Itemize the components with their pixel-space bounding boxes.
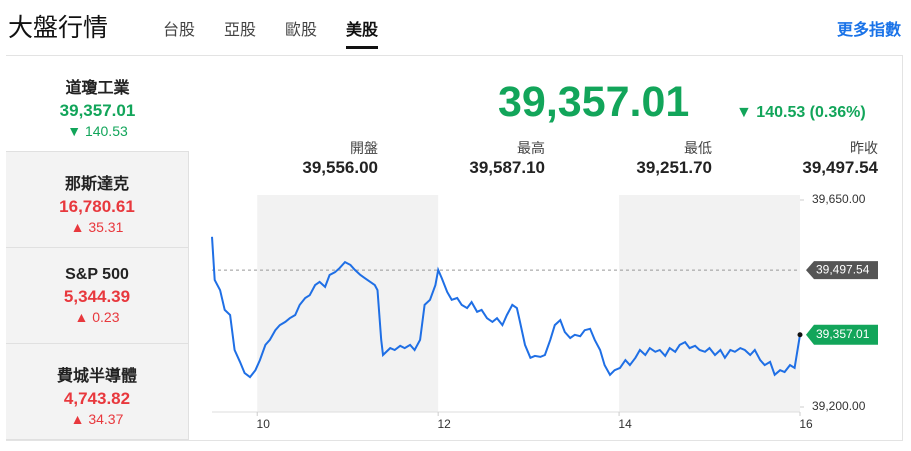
session-band	[619, 195, 800, 412]
stat-value: 39,251.70	[636, 158, 712, 177]
x-tick-label: 16	[799, 417, 813, 431]
x-tick-label: 10	[257, 417, 271, 431]
index-item[interactable]: 費城半導體 4,743.82 ▲ 34.37	[6, 344, 189, 440]
index-name: 那斯達克	[64, 176, 129, 193]
index-price: 5,344.39	[63, 287, 131, 306]
y-tick-label: 39,650.00	[812, 192, 866, 206]
tab[interactable]: 亞股	[224, 22, 257, 39]
y-tick-label: 39,200.00	[812, 399, 866, 413]
arrow: ▼	[67, 123, 85, 139]
index-price: 4,743.82	[63, 389, 131, 408]
arrow: ▲	[70, 219, 89, 235]
index-price: 39,357.01	[59, 101, 136, 120]
index-name: S&P 500	[65, 266, 129, 283]
index-item[interactable]: S&P 500 5,344.39 ▲ 0.23	[6, 248, 189, 344]
stat-label: 最高	[517, 140, 545, 156]
stat-value: 39,497.54	[802, 158, 878, 177]
quote-change: ▼ 140.53 (0.36%)	[736, 104, 866, 122]
session-band	[257, 195, 439, 412]
index-change: ▲ 35.31	[6, 219, 188, 235]
stat-value: 39,587.10	[469, 158, 545, 177]
tab[interactable]: 台股	[163, 22, 196, 39]
more-link[interactable]: 更多指數	[836, 22, 901, 39]
page-title: 大盤行情	[8, 14, 109, 42]
arrow: ▲	[74, 309, 93, 325]
change-text: 35.31	[88, 219, 124, 235]
index-change: ▲ 34.37	[6, 411, 188, 427]
last-tag	[806, 324, 878, 345]
stat-value: 39,556.00	[302, 158, 378, 177]
quote-price: 39,357.01	[498, 78, 690, 126]
stat-label: 昨收	[850, 140, 878, 156]
change-text: 140.53 (0.36%)	[756, 104, 866, 121]
last-label: 39,357.01	[816, 327, 870, 341]
x-tick-label: 14	[618, 417, 632, 431]
arrow: ▼	[736, 104, 752, 121]
price-line	[211, 236, 801, 379]
chart: 10 12 14 16 39,200.00 39,650.00 39,497.54 39,35…	[211, 192, 878, 431]
index-item[interactable]: 那斯達克 16,780.61 ▲ 35.31	[6, 152, 189, 248]
reference-tag	[806, 261, 878, 280]
index-change: ▲ 0.23	[6, 309, 188, 325]
index-item[interactable]: 道瓊工業 39,357.01 ▼ 140.53	[6, 56, 189, 152]
last-dot	[797, 332, 803, 338]
index-change: ▼ 140.53	[6, 123, 189, 139]
x-tick-label: 12	[437, 417, 451, 431]
change-text: 140.53	[84, 123, 128, 139]
change-text: 34.37	[88, 411, 124, 427]
index-name: 道瓊工業	[65, 80, 130, 97]
change-text: 0.23	[92, 309, 120, 325]
index-name: 費城半導體	[56, 368, 137, 385]
tab[interactable]: 歐股	[285, 22, 318, 39]
stat-label: 最低	[684, 140, 712, 156]
index-price: 16,780.61	[59, 197, 135, 216]
arrow: ▲	[70, 411, 89, 427]
tab[interactable]: 美股	[346, 16, 379, 49]
reference-label: 39,497.54	[816, 262, 870, 276]
stat-label: 開盤	[350, 140, 378, 156]
